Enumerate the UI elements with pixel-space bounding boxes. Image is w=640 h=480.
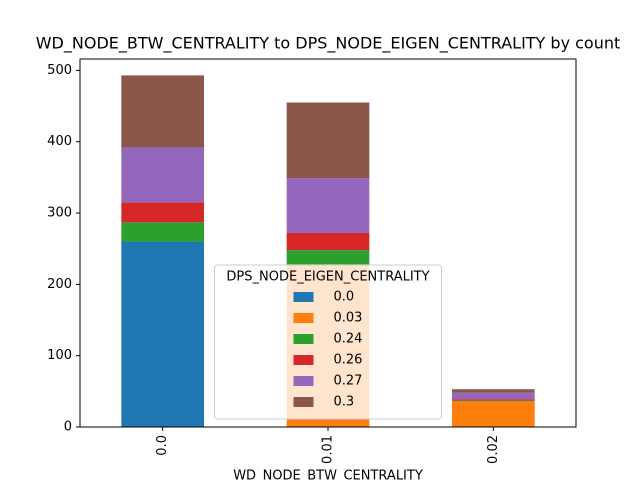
y-tick-label: 500 (47, 63, 72, 78)
bar-segment (121, 202, 204, 223)
legend-box (214, 264, 442, 420)
plot-frame (79, 58, 577, 428)
legend-label: 0.3 (334, 395, 355, 410)
x-tick-label: 0.01 (321, 435, 336, 464)
chart-title: WD_NODE_BTW_CENTRALITY to DPS_NODE_EIGEN… (36, 34, 621, 54)
y-tick-label: 0 (64, 420, 72, 435)
legend-title: DPS_NODE_EIGEN_CENTRALITY (226, 270, 429, 285)
legend-swatch (293, 397, 314, 407)
legend-swatch (293, 292, 314, 302)
bar-segment (452, 400, 535, 402)
y-tick-label: 200 (47, 277, 72, 292)
x-tick-label: 0.02 (486, 435, 501, 464)
legend-swatch (293, 376, 314, 386)
legend: DPS_NODE_EIGEN_CENTRALITY 0.0 0.03 0.24 0.26… (214, 264, 442, 420)
legend-swatch (293, 313, 314, 323)
y-tick-label: 300 (47, 206, 72, 221)
y-tick-label: 100 (47, 348, 72, 363)
y-tick-label: 400 (47, 134, 72, 149)
bar-segment (121, 222, 204, 242)
bar-segment (121, 75, 204, 148)
legend-label: 0.26 (334, 353, 363, 368)
legend-label: 0.0 (334, 290, 355, 305)
bar-segment (452, 399, 535, 401)
bar-segment (286, 102, 370, 179)
x-axis-label: WD_NODE_BTW_CENTRALITY (233, 469, 423, 480)
legend-label: 0.03 (334, 311, 363, 326)
legend-swatch (293, 355, 314, 365)
bar-segment (452, 389, 535, 393)
bar-segment (121, 147, 204, 203)
bar-segment (452, 401, 535, 427)
x-tick-label: 0.0 (155, 435, 170, 456)
bar-segment (121, 241, 204, 427)
legend-label: 0.27 (334, 374, 363, 389)
bar-segment (452, 392, 535, 400)
legend-label: 0.24 (334, 332, 363, 347)
legend-swatch (293, 334, 314, 344)
bar-segment (286, 250, 370, 265)
bar-segment (286, 178, 370, 234)
bar-segment (286, 233, 370, 251)
